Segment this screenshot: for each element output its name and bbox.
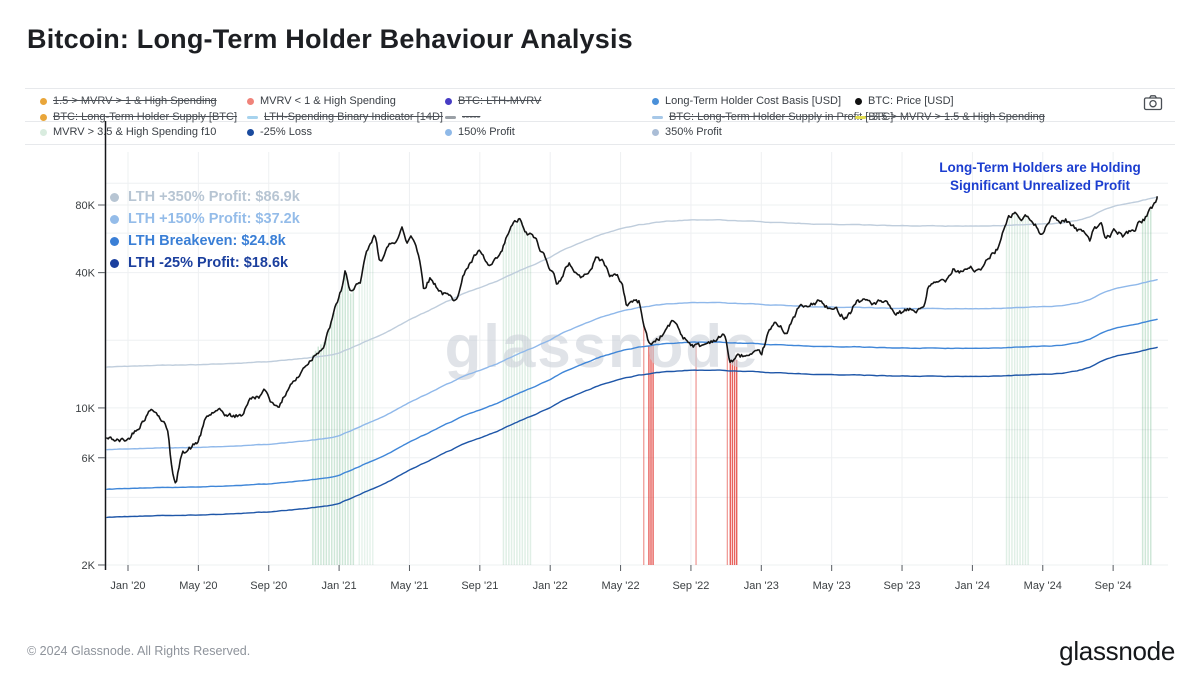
series-line [106,318,1158,490]
legend-dot-marker-icon [855,97,862,105]
price-level-label: LTH +150% Profit: $37.2k [110,208,300,230]
svg-text:Jan '23: Jan '23 [744,580,779,592]
camera-icon [1143,95,1163,111]
camera-button[interactable] [1141,93,1165,112]
legend-item[interactable]: BTC: Long-Term Holder Supply in Profit [… [652,110,893,124]
legend-item-label: LTH-Spending Binary Indicator [14D] [264,111,443,123]
price-level-dot-icon [110,236,119,246]
legend-item[interactable]: ----- [445,110,480,124]
legend-dot-marker-icon [652,97,659,105]
svg-text:May '21: May '21 [390,580,428,592]
price-level-label: LTH +350% Profit: $86.9k [110,186,300,208]
series-line [106,196,1158,368]
price-level-label: LTH -25% Profit: $18.6k [110,252,300,274]
legend-item[interactable]: BTC: LTH-MVRV [445,94,541,108]
legend-item[interactable]: 3.5 > MVRV > 1.5 & High Spending [855,110,1045,124]
series-line [106,346,1158,519]
legend-dash-marker-icon [445,115,456,119]
legend-item-label: 150% Profit [458,126,515,138]
legend-item[interactable]: LTH-Spending Binary Indicator [14D] [247,110,443,124]
legend-dot-marker-icon [40,128,47,136]
legend-dash-marker-icon [247,115,258,119]
legend-item[interactable]: BTC: Price [USD] [855,94,954,108]
chart-annotation: Long-Term Holders are Holding Significan… [898,159,1182,195]
legend-item[interactable]: MVRV < 1 & High Spending [247,94,396,108]
annotation-line2: Significant Unrealized Profit [949,177,1131,193]
legend-item[interactable]: -25% Loss [247,125,312,139]
legend-item-label: BTC: Long-Term Holder Supply in Profit [… [669,111,894,123]
legend-item-label: ----- [462,111,481,123]
price-level-dot-icon [110,192,119,202]
glassnode-watermark: glassnode [445,313,760,380]
price-level-label: LTH Breakeven: $24.8k [110,230,300,252]
svg-text:Sep '23: Sep '23 [884,580,921,592]
legend-dot-marker-icon [247,128,254,136]
svg-text:Jan '24: Jan '24 [955,580,990,592]
legend-item-label: BTC: Price [USD] [868,95,954,107]
legend-dash-marker-icon [855,115,866,119]
legend-item[interactable]: 150% Profit [445,125,515,139]
svg-text:2K: 2K [82,560,96,572]
legend-item-label: BTC: Long-Term Holder Supply [BTC] [53,111,238,123]
legend-item[interactable]: MVRV > 3.5 & High Spending f10 [40,125,216,139]
svg-text:May '24: May '24 [1024,580,1062,592]
legend-divider-bottom [25,144,1175,145]
series-line-btc-price [106,196,1158,484]
svg-text:Sep '20: Sep '20 [250,580,287,592]
svg-text:Jan '21: Jan '21 [322,580,357,592]
chart-price-level-labels: LTH +350% Profit: $86.9k LTH +150% Profit… [110,186,300,274]
legend-divider-top [25,88,1175,89]
svg-text:6K: 6K [82,453,96,465]
page-title: Bitcoin: Long-Term Holder Behaviour Anal… [27,24,633,54]
legend-item-label: BTC: LTH-MVRV [458,95,542,107]
legend-item-label: MVRV < 1 & High Spending [260,95,396,107]
legend-item[interactable]: 1.5 > MVRV > 1 & High Spending [40,94,217,108]
legend-item-label: Long-Term Holder Cost Basis [USD] [665,95,842,107]
legend-dash-marker-icon [652,115,663,119]
svg-text:Jan '22: Jan '22 [533,580,568,592]
legend-divider-middle [25,121,1175,122]
annotation-line1: Long-Term Holders are Holding [939,160,1141,175]
footer-copyright: © 2024 Glassnode. All Rights Reserved. [27,644,251,658]
price-level-dot-icon [110,258,119,268]
legend-item[interactable]: BTC: Long-Term Holder Supply [BTC] [40,110,237,124]
svg-text:May '22: May '22 [601,580,639,592]
svg-text:80K: 80K [75,200,95,212]
legend-item-label: 350% Profit [665,126,722,138]
signal-bands [312,210,1152,566]
legend-dot-marker-icon [445,97,452,105]
gridlines [106,152,1168,566]
glassnode-logo: glassnode [1059,636,1175,666]
legend-dot-marker-icon [40,97,47,105]
legend-dot-marker-icon [40,113,47,121]
svg-text:May '20: May '20 [179,580,217,592]
svg-text:Sep '21: Sep '21 [461,580,498,592]
svg-text:May '23: May '23 [813,580,851,592]
legend-item-label: MVRV > 3.5 & High Spending f10 [53,126,217,138]
legend-item[interactable]: 350% Profit [652,125,722,139]
legend-dot-marker-icon [652,128,659,136]
svg-text:Sep '24: Sep '24 [1095,580,1132,592]
legend-item-label: 1.5 > MVRV > 1 & High Spending [53,95,217,107]
chart-series [106,196,1158,519]
price-level-dot-icon [110,214,119,224]
svg-text:Jan '20: Jan '20 [110,580,145,592]
legend-dot-marker-icon [247,97,254,105]
legend-dot-marker-icon [445,128,452,136]
series-line [106,279,1158,451]
axes: 80K 40K 10K 6K 2K Jan '20 May '20 Sep '20 Jan '2… [75,121,1132,592]
svg-text:Sep '22: Sep '22 [672,580,709,592]
legend-item-label: -25% Loss [260,126,312,138]
legend-item-label: 3.5 > MVRV > 1.5 & High Spending [872,111,1045,123]
svg-text:40K: 40K [75,268,95,280]
legend-item[interactable]: Long-Term Holder Cost Basis [USD] [652,94,841,108]
svg-text:10K: 10K [75,403,95,415]
